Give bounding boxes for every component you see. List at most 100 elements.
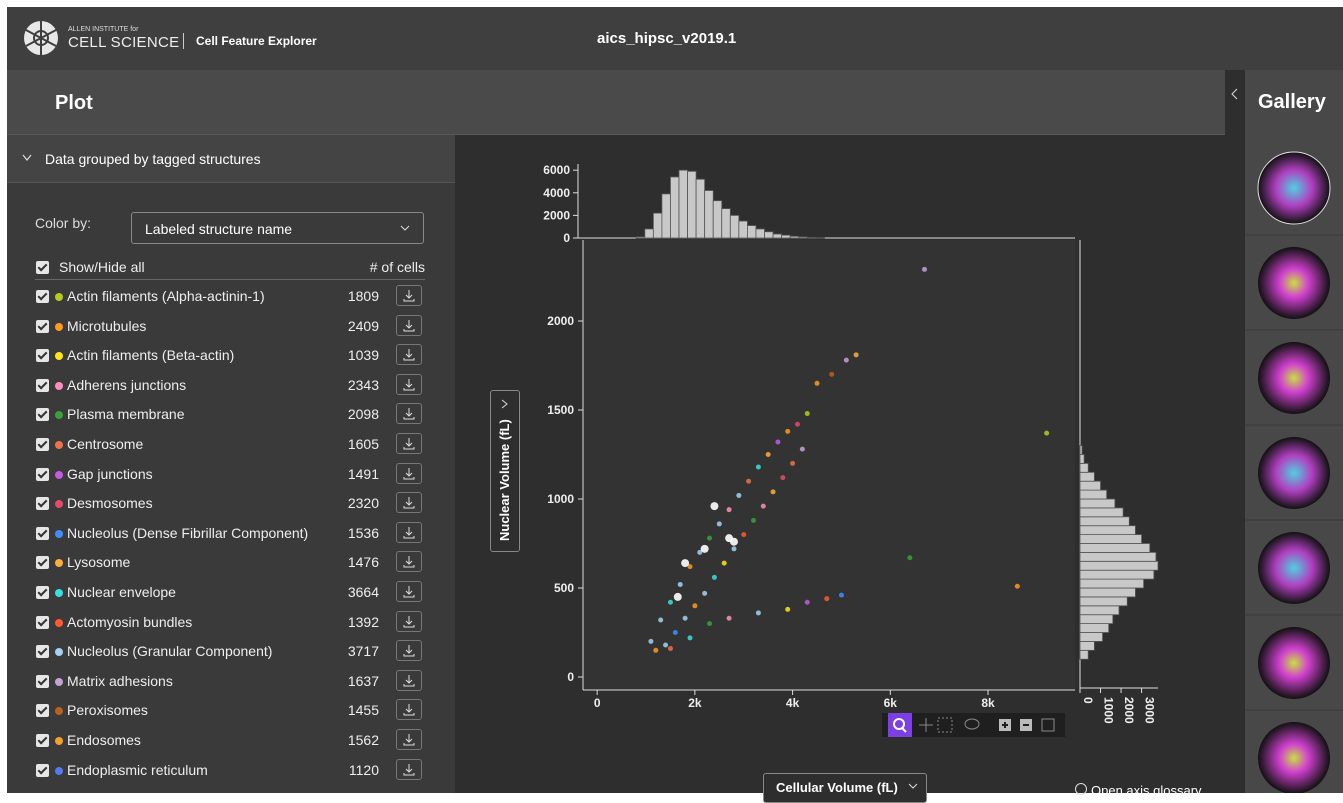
hist-bar: [1080, 633, 1103, 642]
hist-bar: [1080, 544, 1150, 553]
hist-bar: [1080, 588, 1135, 597]
thumbnail[interactable]: [1258, 627, 1330, 699]
box-select-tool[interactable]: [938, 718, 952, 732]
scatter-point: [707, 536, 712, 541]
hist-bar: [1080, 561, 1158, 570]
collapse-button[interactable]: [1231, 88, 1239, 100]
y-tick-label: 1500: [547, 403, 574, 417]
hist-bar: [1080, 597, 1127, 606]
scatter-point: [683, 616, 688, 621]
thumbnail[interactable]: [1258, 722, 1330, 793]
hist-bar: [1080, 615, 1113, 624]
hist-bar: [636, 237, 645, 238]
hist-bar: [1080, 499, 1115, 508]
gallery-title: Gallery: [1258, 91, 1326, 114]
highlight-point: [701, 545, 709, 553]
hist-bar: [1080, 446, 1082, 455]
scatter-point: [775, 440, 780, 445]
scatter-point: [795, 422, 800, 427]
hist-bar: [1080, 463, 1088, 472]
y-tick-label: 1000: [547, 492, 574, 506]
gallery-thumbnails: [1245, 135, 1343, 793]
hist-bar: [1080, 624, 1109, 633]
thumbnail[interactable]: [1258, 152, 1330, 224]
scatter-point: [707, 621, 712, 626]
y-axis-label: Nuclear Volume (fL): [497, 419, 512, 541]
hist-bar: [765, 232, 774, 238]
x-axis-selector[interactable]: Cellular Volume (fL): [763, 773, 927, 803]
thumbnail[interactable]: [1258, 247, 1330, 319]
hist-bar: [713, 201, 722, 238]
hist-bar: [1080, 650, 1088, 659]
scatter-point: [663, 642, 668, 647]
scatter-point: [751, 518, 756, 523]
zoom-tool[interactable]: [888, 713, 912, 737]
scatter-point: [790, 461, 795, 466]
hist-bar: [1080, 481, 1101, 490]
y-tick-label: 2000: [547, 314, 574, 328]
scatter-point: [687, 635, 692, 640]
scatter-point: [829, 372, 834, 377]
thumbnail[interactable]: [1258, 437, 1330, 509]
highlight-point: [674, 593, 682, 601]
scatter-point: [712, 575, 717, 580]
scatter-point: [736, 493, 741, 498]
x-tick-label: 4k: [786, 696, 800, 710]
thumb-list: [1245, 152, 1343, 793]
hist-bar: [1080, 526, 1135, 535]
scatter-point: [668, 646, 673, 651]
scatter-point: [746, 479, 751, 484]
y-axis-selector[interactable]: Nuclear Volume (fL): [490, 390, 520, 552]
scatter-point: [805, 600, 810, 605]
hist-bar: [1080, 579, 1144, 588]
scatter-point: [805, 411, 810, 416]
hist-tick-label: 0: [563, 231, 570, 245]
scatter-point: [815, 381, 820, 386]
pan-tool[interactable]: [919, 718, 933, 732]
scatter-point: [678, 582, 683, 587]
highlight-point: [730, 538, 738, 546]
lasso-tool[interactable]: [965, 719, 979, 729]
hist-bar: [799, 237, 808, 238]
scatter-point: [653, 648, 658, 653]
glossary-link[interactable]: Open axis glossary: [1075, 783, 1202, 798]
x-tick-label: 8k: [981, 696, 995, 710]
hist-bar: [730, 215, 739, 238]
highlight-point: [710, 502, 718, 510]
screen: ALLEN INSTITUTE for CELL SCIENCE Cell Fe…: [0, 0, 1343, 793]
scatter-point: [722, 561, 727, 566]
chevron: [908, 783, 918, 790]
hist-bar: [679, 170, 688, 238]
plot-toolbar: [882, 713, 1065, 737]
hist-bar: [739, 221, 748, 238]
chevron: [501, 399, 509, 409]
scatter-point: [648, 639, 653, 644]
thumbnail[interactable]: [1258, 342, 1330, 414]
scatter-point: [741, 532, 746, 537]
scatter-point: [800, 447, 805, 452]
reset-zoom[interactable]: [1042, 719, 1054, 731]
hist-bar: [670, 177, 679, 238]
scatter-point: [771, 489, 776, 494]
scatter-point: [673, 630, 678, 635]
scatter-point: [731, 546, 736, 551]
scatter-background: [583, 240, 1075, 690]
hist-bar: [790, 236, 799, 238]
hist-bar: [747, 226, 756, 238]
scatter-point: [692, 603, 697, 608]
hist-bar: [807, 237, 816, 238]
hist-bar: [688, 171, 697, 238]
hist-bar: [1080, 490, 1107, 499]
hist-bar: [662, 194, 671, 238]
scatter-point: [668, 600, 673, 605]
hist-bar: [1080, 535, 1142, 544]
highlight-point: [681, 559, 689, 567]
hist-bar: [696, 179, 705, 238]
scatter-point: [756, 610, 761, 615]
hist-tick-label: 2000: [543, 208, 570, 222]
y-tick-label: 0: [567, 670, 574, 684]
scatter-point: [854, 352, 859, 357]
thumbnail[interactable]: [1258, 532, 1330, 604]
scatter-point: [824, 596, 829, 601]
hist-bar: [1080, 606, 1119, 615]
